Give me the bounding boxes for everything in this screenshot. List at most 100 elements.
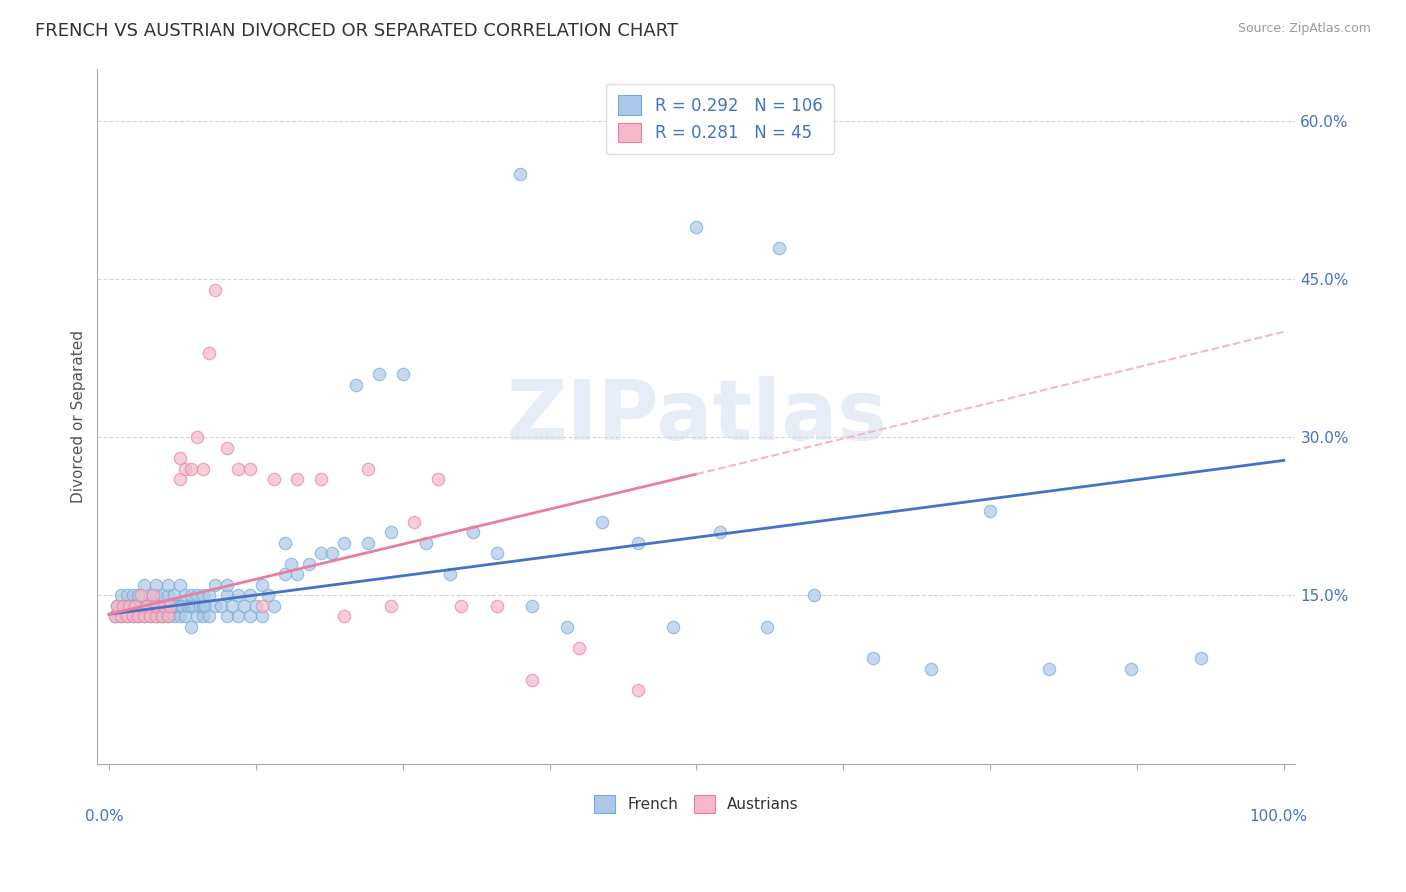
Point (127, 588, 149, 602)
Point (263, 472, 285, 486)
Point (380, 524, 402, 539)
Point (215, 441, 238, 455)
Point (450, 599, 472, 613)
Point (391, 367, 413, 381)
Point (156, 599, 179, 613)
Point (280, 557, 302, 571)
Point (174, 609, 197, 624)
Point (285, 472, 308, 486)
Point (110, 609, 132, 624)
Point (233, 599, 256, 613)
Point (169, 609, 191, 624)
Point (170, 599, 193, 613)
Point (145, 609, 167, 624)
Point (163, 588, 186, 602)
Point (180, 588, 202, 602)
Point (129, 588, 152, 602)
Point (145, 599, 167, 613)
Point (150, 588, 173, 602)
Point (239, 588, 262, 602)
Point (427, 472, 450, 486)
Point (862, 651, 884, 665)
Point (186, 430, 208, 444)
Point (191, 609, 214, 624)
Point (150, 609, 173, 624)
Point (169, 451, 191, 466)
Point (163, 609, 186, 624)
Point (159, 599, 181, 613)
Point (356, 462, 378, 476)
Point (180, 599, 202, 613)
Point (1119, 662, 1142, 676)
Point (174, 462, 197, 476)
Point (368, 367, 391, 381)
Point (156, 609, 179, 624)
Point (110, 588, 132, 602)
Point (920, 662, 942, 676)
Point (165, 599, 187, 613)
Point (520, 599, 543, 613)
Point (159, 599, 181, 613)
Point (174, 588, 197, 602)
Point (186, 609, 208, 624)
Point (183, 599, 205, 613)
Point (145, 599, 167, 613)
Point (755, 620, 778, 634)
Point (321, 546, 343, 560)
Point (568, 640, 591, 655)
Point (274, 535, 297, 549)
Point (221, 599, 243, 613)
Point (169, 578, 191, 592)
Point (191, 588, 214, 602)
Point (121, 599, 143, 613)
Point (415, 535, 437, 549)
Point (239, 609, 262, 624)
Point (226, 609, 249, 624)
Point (250, 599, 273, 613)
Point (139, 609, 162, 624)
Point (768, 241, 790, 255)
Point (129, 599, 152, 613)
Point (104, 609, 127, 624)
Point (356, 535, 378, 549)
Point (198, 588, 221, 602)
Text: FRENCH VS AUSTRIAN DIVORCED OR SEPARATED CORRELATION CHART: FRENCH VS AUSTRIAN DIVORCED OR SEPARATED… (35, 22, 678, 40)
Point (153, 599, 176, 613)
Point (118, 599, 141, 613)
Point (134, 609, 156, 624)
Point (204, 283, 226, 297)
Point (180, 620, 202, 634)
Point (285, 567, 308, 582)
Point (215, 588, 238, 602)
Point (169, 472, 191, 486)
Point (150, 609, 173, 624)
Text: 0.0%: 0.0% (86, 809, 124, 824)
Point (226, 462, 249, 476)
Point (245, 599, 267, 613)
Point (485, 599, 508, 613)
Point (177, 599, 200, 613)
Point (215, 609, 238, 624)
Point (121, 609, 143, 624)
Point (134, 609, 156, 624)
Point (333, 609, 356, 624)
Point (250, 609, 273, 624)
Point (121, 588, 143, 602)
Point (198, 609, 221, 624)
Point (439, 567, 461, 582)
Text: Source: ZipAtlas.com: Source: ZipAtlas.com (1237, 22, 1371, 36)
Point (309, 546, 332, 560)
Point (124, 599, 146, 613)
Point (139, 588, 162, 602)
Point (112, 599, 135, 613)
Point (180, 462, 202, 476)
Point (520, 673, 543, 687)
Point (194, 599, 217, 613)
Point (298, 557, 321, 571)
Point (204, 599, 226, 613)
Point (250, 578, 273, 592)
Point (274, 567, 297, 582)
Point (156, 588, 179, 602)
Point (979, 504, 1001, 518)
Point (169, 599, 191, 613)
